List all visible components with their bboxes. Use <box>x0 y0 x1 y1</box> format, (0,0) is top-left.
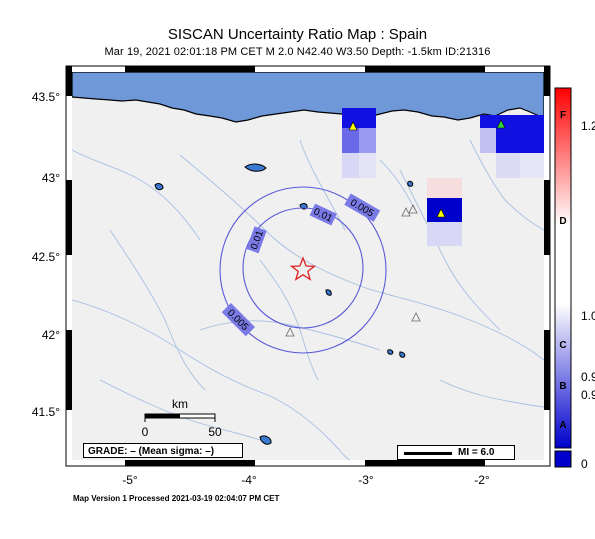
colorbar-tick-0-9a: 0.9 <box>581 370 595 384</box>
lat-tick-43: 43° <box>42 171 60 185</box>
mi-legend-label: MI = 6.0 <box>458 447 495 458</box>
scale-label: km <box>172 397 188 411</box>
lat-tick-41-5: 41.5° <box>32 405 60 419</box>
colorbar-tick-0-9b: 0.9 <box>581 388 595 402</box>
scale-max: 50 <box>208 425 222 439</box>
lat-tick-43-5: 43.5° <box>32 90 60 104</box>
lon-axis: -5° -4° -3° -2° <box>122 473 490 487</box>
bay-of-biscay <box>72 72 544 123</box>
mi-legend: MI = 6.0 <box>397 445 515 460</box>
uncertainty-cells <box>342 108 544 246</box>
lat-tick-42-5: 42.5° <box>32 250 60 264</box>
grade-letter-c: C <box>559 340 566 351</box>
lon-tick-4: -4° <box>241 473 257 487</box>
lon-tick-2: -2° <box>474 473 490 487</box>
colorbar-tick-1-2: 1.2 <box>581 119 595 133</box>
mi-legend-line <box>404 452 452 455</box>
stations <box>285 119 506 337</box>
grade-letter-a: A <box>559 420 566 431</box>
colorbar: F D C B A 1.2 1.0 0.9 0.9 0 <box>554 87 595 471</box>
grade-letter-d: D <box>559 216 566 227</box>
rivers <box>72 139 544 460</box>
map-subtitle: Mar 19, 2021 02:01:18 PM CET M 2.0 N42.4… <box>104 46 491 58</box>
colorbar-tick-0: 0 <box>581 457 588 471</box>
grade-letter-b: B <box>559 381 566 392</box>
map-title: SISCAN Uncertainty Ratio Map : Spain <box>167 26 428 43</box>
uncertainty-contours <box>219 186 387 354</box>
grade-box: GRADE: – (Mean sigma: –) <box>83 443 243 458</box>
epicenter-star-icon <box>289 256 317 281</box>
lat-tick-42: 42° <box>42 328 60 342</box>
scale-bar: km 0 50 <box>142 397 222 439</box>
colorbar-tick-1-0: 1.0 <box>581 309 595 323</box>
map-frame-ticks <box>66 66 550 466</box>
lon-tick-5: -5° <box>122 473 138 487</box>
lon-tick-3: -3° <box>358 473 374 487</box>
map-footer: Map Version 1 Processed 2021-03-19 02:04… <box>73 494 280 503</box>
lat-axis: 43.5° 43° 42.5° 42° 41.5° <box>32 90 60 419</box>
scale-zero: 0 <box>142 425 149 439</box>
reservoirs <box>154 163 414 445</box>
grade-letter-f: F <box>560 110 566 121</box>
